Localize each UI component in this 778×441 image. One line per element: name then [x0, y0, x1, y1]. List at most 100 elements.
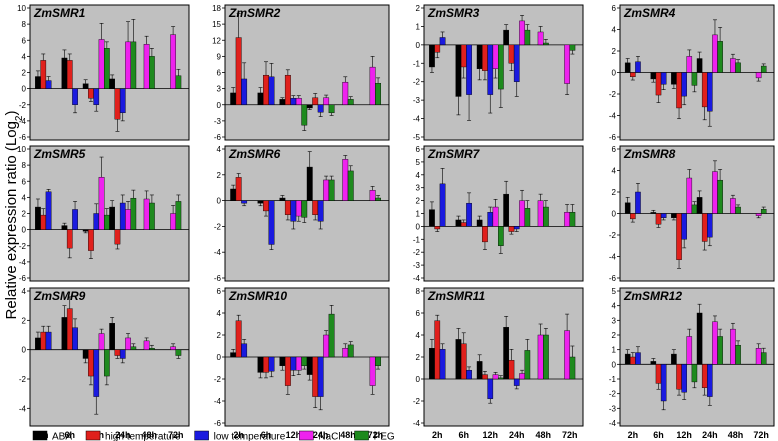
- y-tick-label: 0: [22, 85, 27, 94]
- y-tick-label: 4: [217, 145, 222, 154]
- bar-low-temperature-6h: [660, 72, 667, 85]
- bar-peg-12h: [498, 377, 504, 380]
- bar-peg-24h: [524, 350, 531, 380]
- bar-aba-24h: [306, 356, 313, 375]
- bar-low-temperature-12h: [487, 378, 494, 399]
- bar-low-temperature-24h: [513, 226, 520, 230]
- bar-aba-12h: [82, 229, 89, 232]
- y-tick-label: 0: [22, 346, 27, 355]
- bar-aba-12h: [82, 349, 89, 359]
- y-tick-label: -2: [609, 90, 617, 99]
- x-tick-label-48h: 48h: [340, 430, 356, 440]
- bar-high-temperature-12h: [676, 364, 682, 390]
- bar-peg-12h: [498, 226, 504, 246]
- y-tick-label: 4: [22, 287, 27, 296]
- bar-nacl-72h: [755, 72, 762, 79]
- bar-high-temperature-12h: [676, 72, 682, 109]
- bar-low-temperature-24h: [317, 356, 324, 397]
- bar-peg-12h: [103, 349, 110, 377]
- bar-aba-2h: [624, 353, 631, 365]
- y-tick-label: 4: [217, 309, 222, 318]
- y-tick-label: -6: [214, 419, 222, 428]
- y-tick-label: 4: [416, 171, 421, 180]
- bar-aba-2h: [35, 206, 41, 230]
- y-tick-label: 6: [217, 287, 222, 296]
- y-tick-label: 4: [612, 26, 617, 35]
- legend-swatch: [354, 430, 369, 441]
- bar-high-temperature-6h: [263, 356, 269, 373]
- bar-high-temperature-6h: [655, 72, 662, 96]
- bar-nacl-12h: [98, 39, 105, 89]
- bar-high-temperature-6h: [66, 60, 73, 89]
- y-tick-label: 4: [416, 331, 421, 340]
- bar-low-temperature-2h: [241, 343, 248, 358]
- y-tick-label: 4: [612, 302, 617, 311]
- bar-peg-72h: [375, 356, 382, 367]
- bar-low-temperature-6h: [268, 76, 275, 105]
- bar-peg-48h: [543, 42, 549, 46]
- y-tick-label: -2: [413, 397, 421, 406]
- panel-zmsmr11: -4 -2 0 2 4 6 8 2h 6h 12h 24h 48h 72h ZmSMR11: [413, 287, 584, 440]
- x-tick-label-6h: 6h: [458, 430, 469, 440]
- y-tick-label: 1: [416, 210, 421, 219]
- bar-nacl-72h: [564, 44, 570, 84]
- bar-aba-6h: [650, 361, 657, 365]
- bar-aba-6h: [650, 72, 657, 80]
- bar-peg-12h: [691, 204, 698, 214]
- bar-high-temperature-24h: [508, 360, 515, 380]
- bar-nacl-72h: [755, 348, 762, 365]
- legend-item-high-temperature: high temperature: [85, 430, 181, 441]
- legend-item-nacl: NaCl: [299, 430, 341, 441]
- bar-high-temperature-12h: [482, 374, 488, 380]
- bar-low-temperature-2h: [439, 349, 446, 380]
- y-tick-label: 0: [612, 69, 617, 78]
- bar-peg-48h: [347, 344, 354, 358]
- bar-peg-24h: [130, 41, 137, 89]
- bar-aba-24h: [503, 29, 510, 46]
- bar-peg-24h: [717, 179, 723, 214]
- y-tick-label: 8: [22, 20, 27, 29]
- bar-low-temperature-2h: [439, 183, 446, 227]
- bar-low-temperature-6h: [72, 327, 78, 350]
- y-tick-label: -2: [19, 101, 27, 110]
- y-tick-label: 0: [612, 360, 617, 369]
- legend-label: low temperature: [214, 432, 286, 441]
- y-tick-label: -3: [214, 117, 222, 126]
- bar-aba-6h: [650, 212, 657, 214]
- bar-low-temperature-6h: [466, 370, 472, 380]
- bar-nacl-72h: [170, 34, 176, 89]
- bar-peg-12h: [498, 44, 504, 90]
- bar-peg-24h: [717, 41, 723, 73]
- y-tick-label: -3: [413, 261, 421, 270]
- y-tick-label: 15: [212, 20, 221, 29]
- bar-low-temperature-24h: [513, 378, 520, 386]
- bar-nacl-24h: [323, 334, 330, 358]
- panel-title: ZmSMR2: [228, 6, 281, 20]
- bar-aba-6h: [257, 92, 264, 105]
- bar-high-temperature-2h: [630, 356, 636, 365]
- x-tick-label-12h: 12h: [286, 430, 302, 440]
- bar-low-temperature-2h: [635, 191, 641, 214]
- bar-nacl-48h: [730, 58, 736, 73]
- bar-peg-72h: [760, 208, 767, 214]
- bar-high-temperature-6h: [460, 222, 467, 227]
- x-tick-label-12h: 12h: [482, 430, 498, 440]
- bar-high-temperature-24h: [701, 364, 708, 389]
- bar-nacl-12h: [492, 206, 499, 227]
- bar-low-temperature-12h: [290, 98, 297, 105]
- x-tick-label-24h: 24h: [509, 430, 525, 440]
- panel-zmsmr10: -6 -4 -2 0 2 4 6 2h 6h 12h 24h 48h 72h ZmSMR10: [214, 287, 390, 440]
- bar-high-temperature-2h: [630, 72, 636, 78]
- bar-high-temperature-12h: [88, 229, 94, 251]
- bar-aba-12h: [476, 219, 483, 227]
- bar-low-temperature-2h: [635, 352, 641, 365]
- bar-aba-12h: [476, 361, 483, 380]
- bar-aba-24h: [109, 323, 116, 350]
- bar-peg-12h: [103, 48, 110, 89]
- panel-title: ZmSMR4: [623, 6, 676, 20]
- x-tick-label-2h: 2h: [628, 430, 639, 440]
- bar-aba-6h: [455, 44, 462, 97]
- panel-zmsmr6: -6 -4 -2 0 2 4 ZmSMR6: [214, 145, 390, 283]
- legend-label: high temperature: [105, 432, 181, 441]
